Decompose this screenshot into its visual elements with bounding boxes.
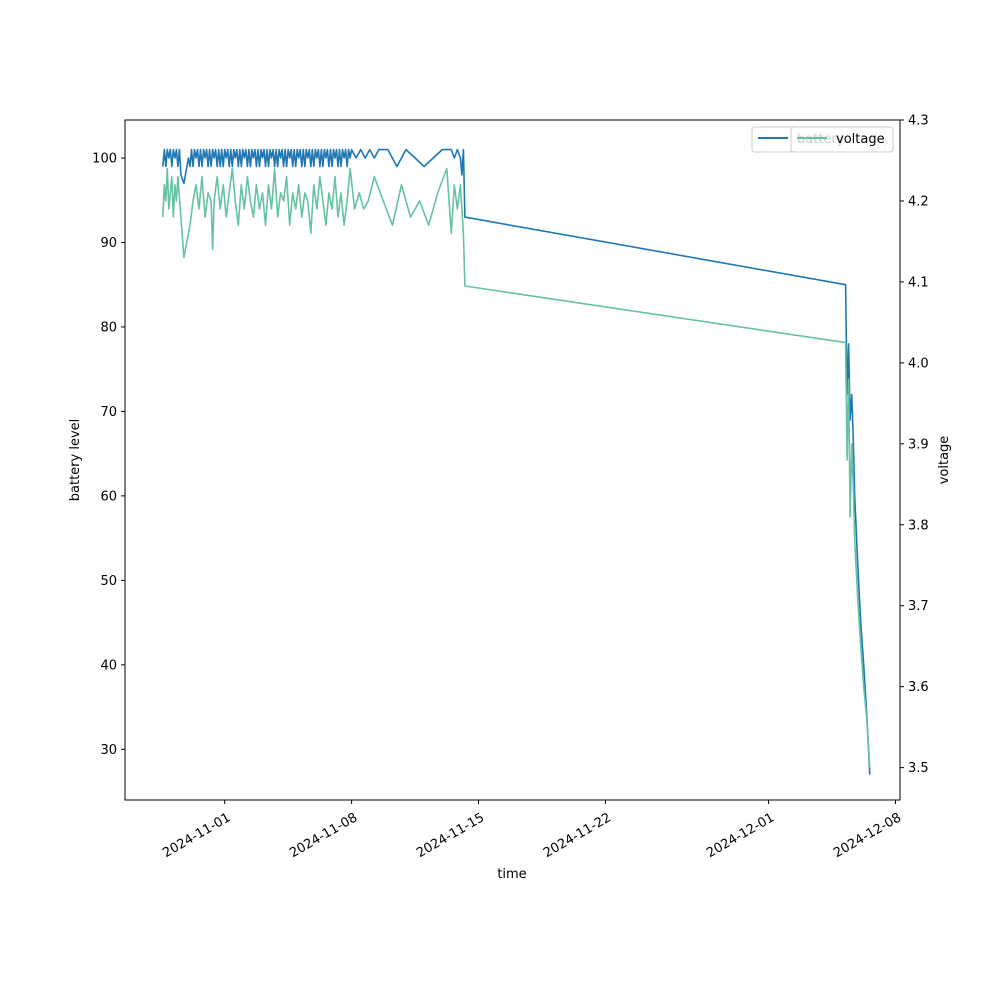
series-line-battery bbox=[162, 148, 871, 775]
legend-voltage-box bbox=[790, 126, 894, 153]
y-axis-right: 3.5 3.6 3.7 3.8 3.9 4.0 4.1 4.2 4.3 bbox=[900, 114, 929, 776]
plot-lines bbox=[162, 148, 871, 775]
y2-tick-label-2: 3.7 bbox=[908, 599, 929, 614]
y-tick-label-3: 60 bbox=[100, 489, 117, 504]
y2-axis-label: voltage bbox=[937, 436, 952, 485]
x-axis-label: time bbox=[497, 867, 526, 882]
legend-voltage-label: voltage bbox=[836, 132, 885, 147]
y-tick-label-1: 40 bbox=[100, 658, 117, 673]
y2-tick-label-3: 3.8 bbox=[908, 518, 929, 533]
y2-tick-label-8: 4.3 bbox=[908, 114, 929, 129]
y-axis-label: battery level bbox=[68, 419, 83, 502]
y2-tick-label-7: 4.2 bbox=[908, 194, 929, 209]
y2-tick-label-4: 3.9 bbox=[908, 437, 929, 452]
y2-tick-label-1: 3.6 bbox=[908, 680, 929, 695]
y-axis-left: 30 40 50 60 70 80 90 100 bbox=[92, 152, 125, 758]
y-tick-label-5: 80 bbox=[100, 320, 117, 335]
plot-frame bbox=[124, 119, 901, 801]
y-tick-label-4: 70 bbox=[100, 405, 117, 420]
y2-tick-label-6: 4.1 bbox=[908, 275, 929, 290]
y2-tick-label-0: 3.5 bbox=[908, 761, 929, 776]
y-tick-label-6: 90 bbox=[100, 236, 117, 251]
legend-voltage: voltage bbox=[790, 126, 894, 153]
y-tick-label-7: 100 bbox=[92, 152, 117, 167]
y-tick-label-2: 50 bbox=[100, 574, 117, 589]
y2-tick-label-5: 4.0 bbox=[908, 356, 929, 371]
y-tick-label-0: 30 bbox=[100, 743, 117, 758]
series-line-voltage bbox=[162, 167, 871, 768]
